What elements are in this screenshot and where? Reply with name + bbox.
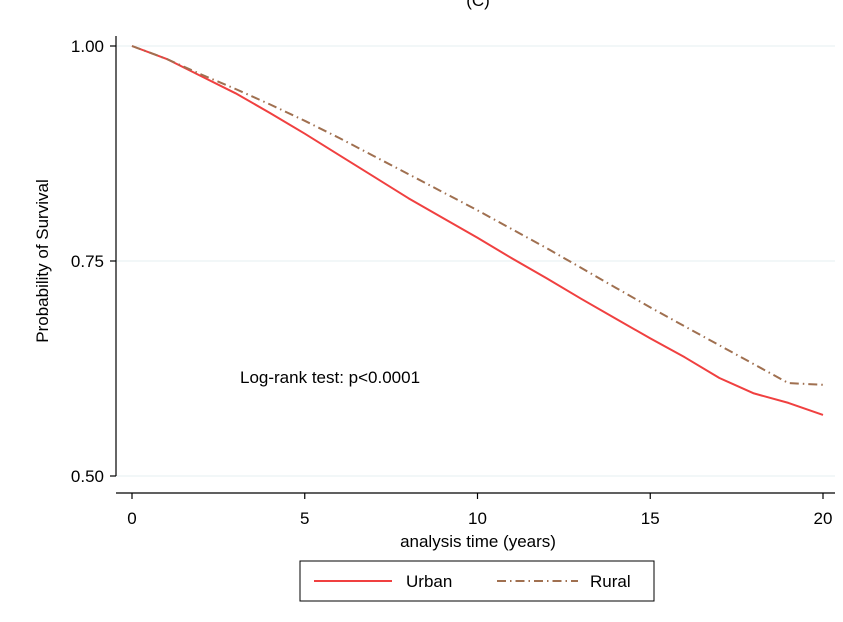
panel-label: (C) — [466, 0, 490, 10]
legend: Urban Rural — [299, 560, 655, 602]
y-tick-label-1: 0.75 — [71, 252, 104, 271]
series-line-urban — [131, 45, 824, 416]
x-axis-title: analysis time (years) — [400, 532, 556, 551]
legend-label-urban: Urban — [406, 572, 452, 591]
log-rank-annotation: Log-rank test: p<0.0001 — [240, 368, 420, 387]
y-axis-title: Probability of Survival — [33, 179, 52, 342]
x-tick-label-1: 5 — [300, 509, 309, 528]
x-tick-label-3: 15 — [641, 509, 660, 528]
x-tick-label-4: 20 — [814, 509, 833, 528]
series-line-rural — [131, 45, 824, 386]
grid-lines — [116, 45, 835, 477]
y-tick-label-0: 0.50 — [71, 467, 104, 486]
axes: 0.50 0.75 1.00 0 5 10 15 20 — [71, 36, 835, 528]
x-tick-label-0: 0 — [127, 509, 136, 528]
x-tick-label-2: 10 — [468, 509, 487, 528]
y-tick-label-2: 1.00 — [71, 37, 104, 56]
series-lines — [131, 45, 824, 416]
legend-label-rural: Rural — [590, 572, 631, 591]
